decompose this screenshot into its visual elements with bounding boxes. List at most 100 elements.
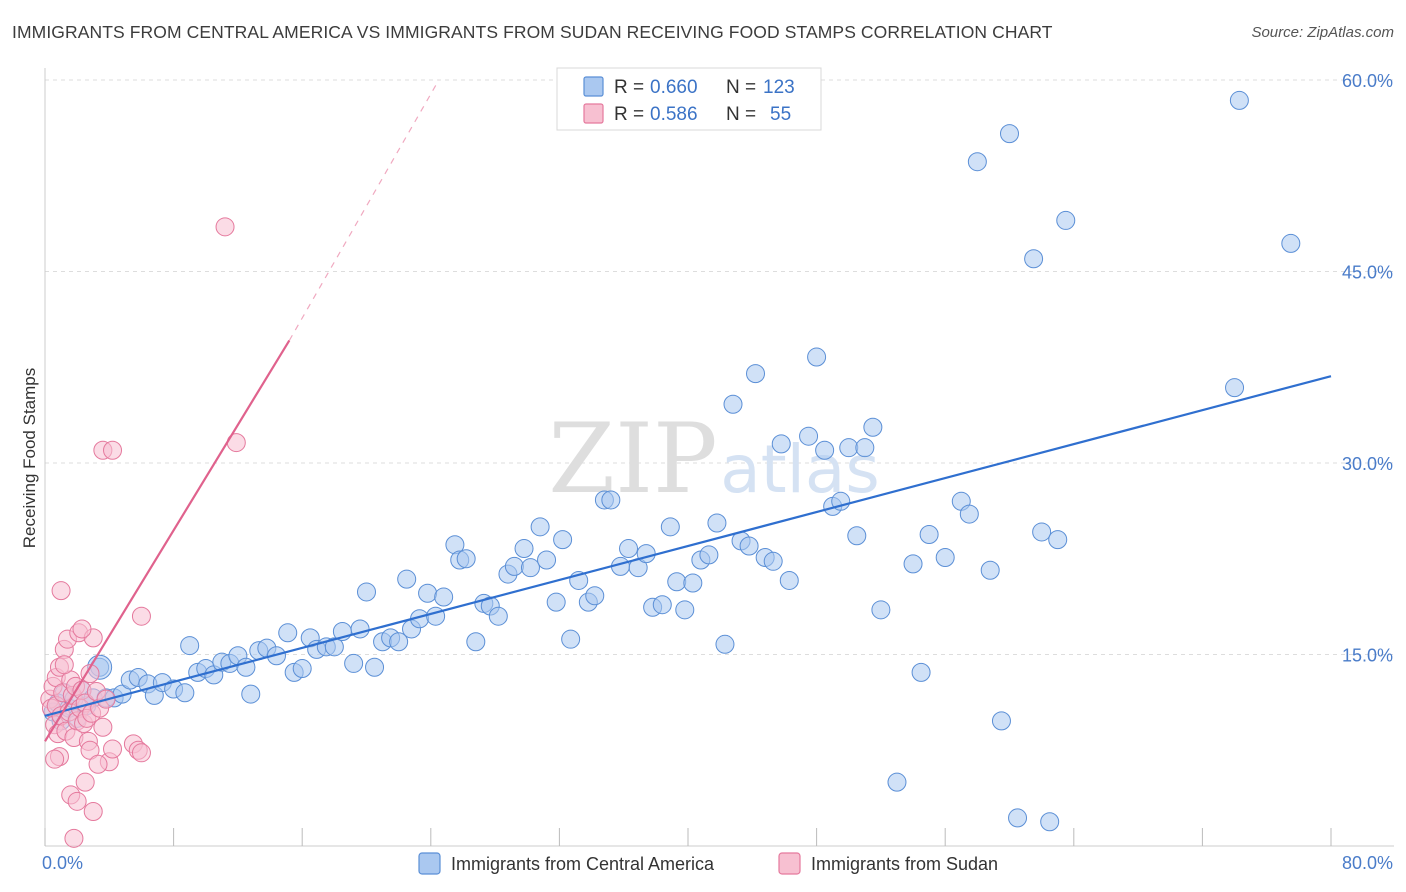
stats-r-value-central-america: 0.660: [650, 77, 698, 98]
point-central-america: [1225, 378, 1245, 398]
point-central-america: [980, 560, 1000, 580]
y-tick-label: 30.0%: [1342, 454, 1393, 474]
point-central-america: [815, 440, 835, 460]
point-sudan: [67, 791, 87, 811]
point-sudan: [83, 802, 103, 822]
point-central-america: [723, 394, 743, 414]
point-central-america: [847, 526, 867, 546]
point-central-america: [397, 569, 417, 589]
point-sudan: [103, 440, 123, 460]
point-sudan: [131, 606, 151, 626]
point-central-america: [667, 572, 687, 592]
stats-r-label: R =: [614, 77, 644, 98]
point-central-america: [903, 554, 923, 574]
point-central-america: [434, 587, 454, 607]
trend-line-central-america: [44, 375, 1332, 717]
legend-label-central-america: Immigrants from Central America: [451, 854, 715, 874]
point-central-america: [241, 684, 261, 704]
point-central-america: [357, 582, 376, 602]
point-central-america: [324, 637, 344, 657]
legend-swatch-sudan: [778, 852, 801, 875]
point-central-america: [911, 662, 931, 682]
trend-lines: [44, 79, 1332, 742]
point-central-america: [488, 606, 508, 626]
y-tick-label: 15.0%: [1342, 646, 1393, 666]
point-sudan: [72, 619, 92, 639]
point-central-america: [715, 634, 735, 654]
point-central-america: [746, 364, 766, 384]
point-central-america: [520, 558, 540, 578]
x-tick-label: 80.0%: [1342, 853, 1393, 873]
point-central-america: [675, 600, 695, 620]
point-sudan: [54, 655, 74, 675]
point-central-america: [1032, 522, 1052, 542]
point-central-america: [1048, 530, 1068, 550]
point-central-america: [991, 711, 1011, 731]
tick-labels: 15.0% 30.0% 45.0% 60.0% 0.0% 80.0%: [42, 71, 1393, 873]
point-central-america: [652, 595, 672, 615]
point-sudan: [93, 717, 113, 737]
point-central-america: [292, 659, 312, 679]
point-sudan: [75, 772, 95, 792]
point-central-america: [799, 426, 819, 446]
point-central-america: [585, 586, 605, 606]
point-central-america: [1040, 812, 1060, 832]
stats-r-value-sudan: 0.586: [650, 104, 698, 125]
stats-legend: R = 0.660 N = 123 R = 0.586 N = 55: [556, 67, 822, 131]
legend-label-sudan: Immigrants from Sudan: [811, 854, 998, 874]
point-central-america: [967, 152, 987, 172]
gridlines: [45, 79, 1394, 655]
stats-r-label: R =: [614, 104, 644, 125]
point-central-america: [514, 539, 534, 559]
point-central-america: [839, 438, 859, 458]
point-central-america: [707, 513, 727, 533]
point-central-america: [1024, 249, 1044, 269]
point-central-america: [919, 524, 939, 544]
stats-swatch-central-america: [583, 76, 604, 97]
point-central-america: [1008, 808, 1028, 828]
point-central-america: [855, 438, 875, 458]
point-central-america: [935, 547, 955, 567]
point-central-america: [504, 556, 524, 576]
stats-n-label: N =: [726, 77, 756, 98]
source-label: Source: ZipAtlas.com: [1251, 24, 1394, 41]
bottom-legend: Immigrants from Central America Immigran…: [418, 852, 998, 875]
point-central-america: [1229, 90, 1249, 110]
point-central-america: [180, 636, 200, 656]
point-sudan: [80, 664, 100, 684]
point-central-america: [619, 539, 639, 559]
series-sudan: [40, 217, 246, 848]
stats-row-sudan: R = 0.586 N = 55: [583, 103, 791, 125]
point-sudan: [131, 743, 151, 763]
point-central-america: [660, 517, 680, 537]
point-central-america: [771, 434, 791, 454]
point-central-america: [466, 632, 486, 652]
point-central-america: [601, 490, 621, 510]
point-central-america: [278, 623, 298, 643]
point-central-america: [1000, 124, 1019, 144]
point-sudan: [51, 581, 71, 601]
point-central-america: [871, 600, 891, 620]
point-sudan: [103, 739, 123, 759]
point-central-america: [175, 683, 195, 703]
point-central-america: [344, 653, 364, 673]
y-tick-label: 45.0%: [1342, 263, 1393, 283]
x-tick-label: 0.0%: [42, 853, 83, 873]
point-central-america: [1281, 233, 1301, 253]
point-central-america: [553, 530, 573, 550]
point-central-america: [763, 551, 783, 571]
point-central-america: [683, 573, 703, 593]
point-central-america: [699, 545, 719, 565]
point-central-america: [456, 549, 476, 569]
point-central-america: [959, 504, 979, 524]
point-central-america: [537, 550, 557, 570]
stats-n-label: N =: [726, 104, 756, 125]
point-central-america: [887, 772, 907, 792]
stats-swatch-sudan: [583, 103, 604, 124]
y-tick-label: 60.0%: [1342, 71, 1393, 91]
stats-row-central-america: R = 0.660 N = 123: [583, 76, 795, 98]
point-sudan: [45, 749, 65, 769]
trend-line-sudan: [44, 339, 291, 742]
point-central-america: [636, 544, 656, 564]
